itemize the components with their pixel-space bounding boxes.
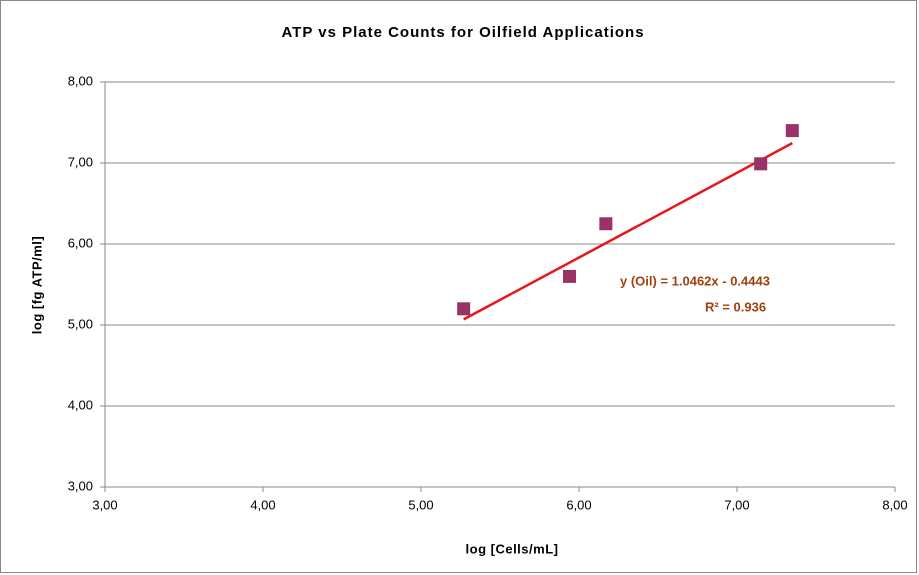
x-tick-label: 6,00 <box>566 497 591 512</box>
scatter-point <box>457 302 471 316</box>
y-tick-label: 8,00 <box>68 73 93 88</box>
x-tick-label: 8,00 <box>882 497 907 512</box>
y-axis-title: log [fg ATP/ml] <box>29 236 44 334</box>
x-tick-label: 7,00 <box>724 497 749 512</box>
scatter-point <box>754 157 768 171</box>
x-tick-label: 3,00 <box>92 497 117 512</box>
y-tick-label: 7,00 <box>68 154 93 169</box>
trendline <box>463 142 793 321</box>
trendline-equation: y (Oil) = 1.0462x - 0.4443 <box>620 273 770 288</box>
trendline-r-squared: R² = 0.936 <box>705 299 766 314</box>
y-tick-label: 5,00 <box>68 316 93 331</box>
scatter-point <box>599 217 613 231</box>
y-tick-label: 3,00 <box>68 478 93 493</box>
x-tick-label: 5,00 <box>408 497 433 512</box>
x-tick-label: 4,00 <box>250 497 275 512</box>
scatter-point <box>785 124 799 138</box>
scatter-point <box>563 269 577 283</box>
y-tick-label: 6,00 <box>68 235 93 250</box>
chart-title: ATP vs Plate Counts for Oilfield Applica… <box>281 24 644 41</box>
x-axis-title: log [Cells/mL] <box>466 541 559 556</box>
y-tick-label: 4,00 <box>68 397 93 412</box>
